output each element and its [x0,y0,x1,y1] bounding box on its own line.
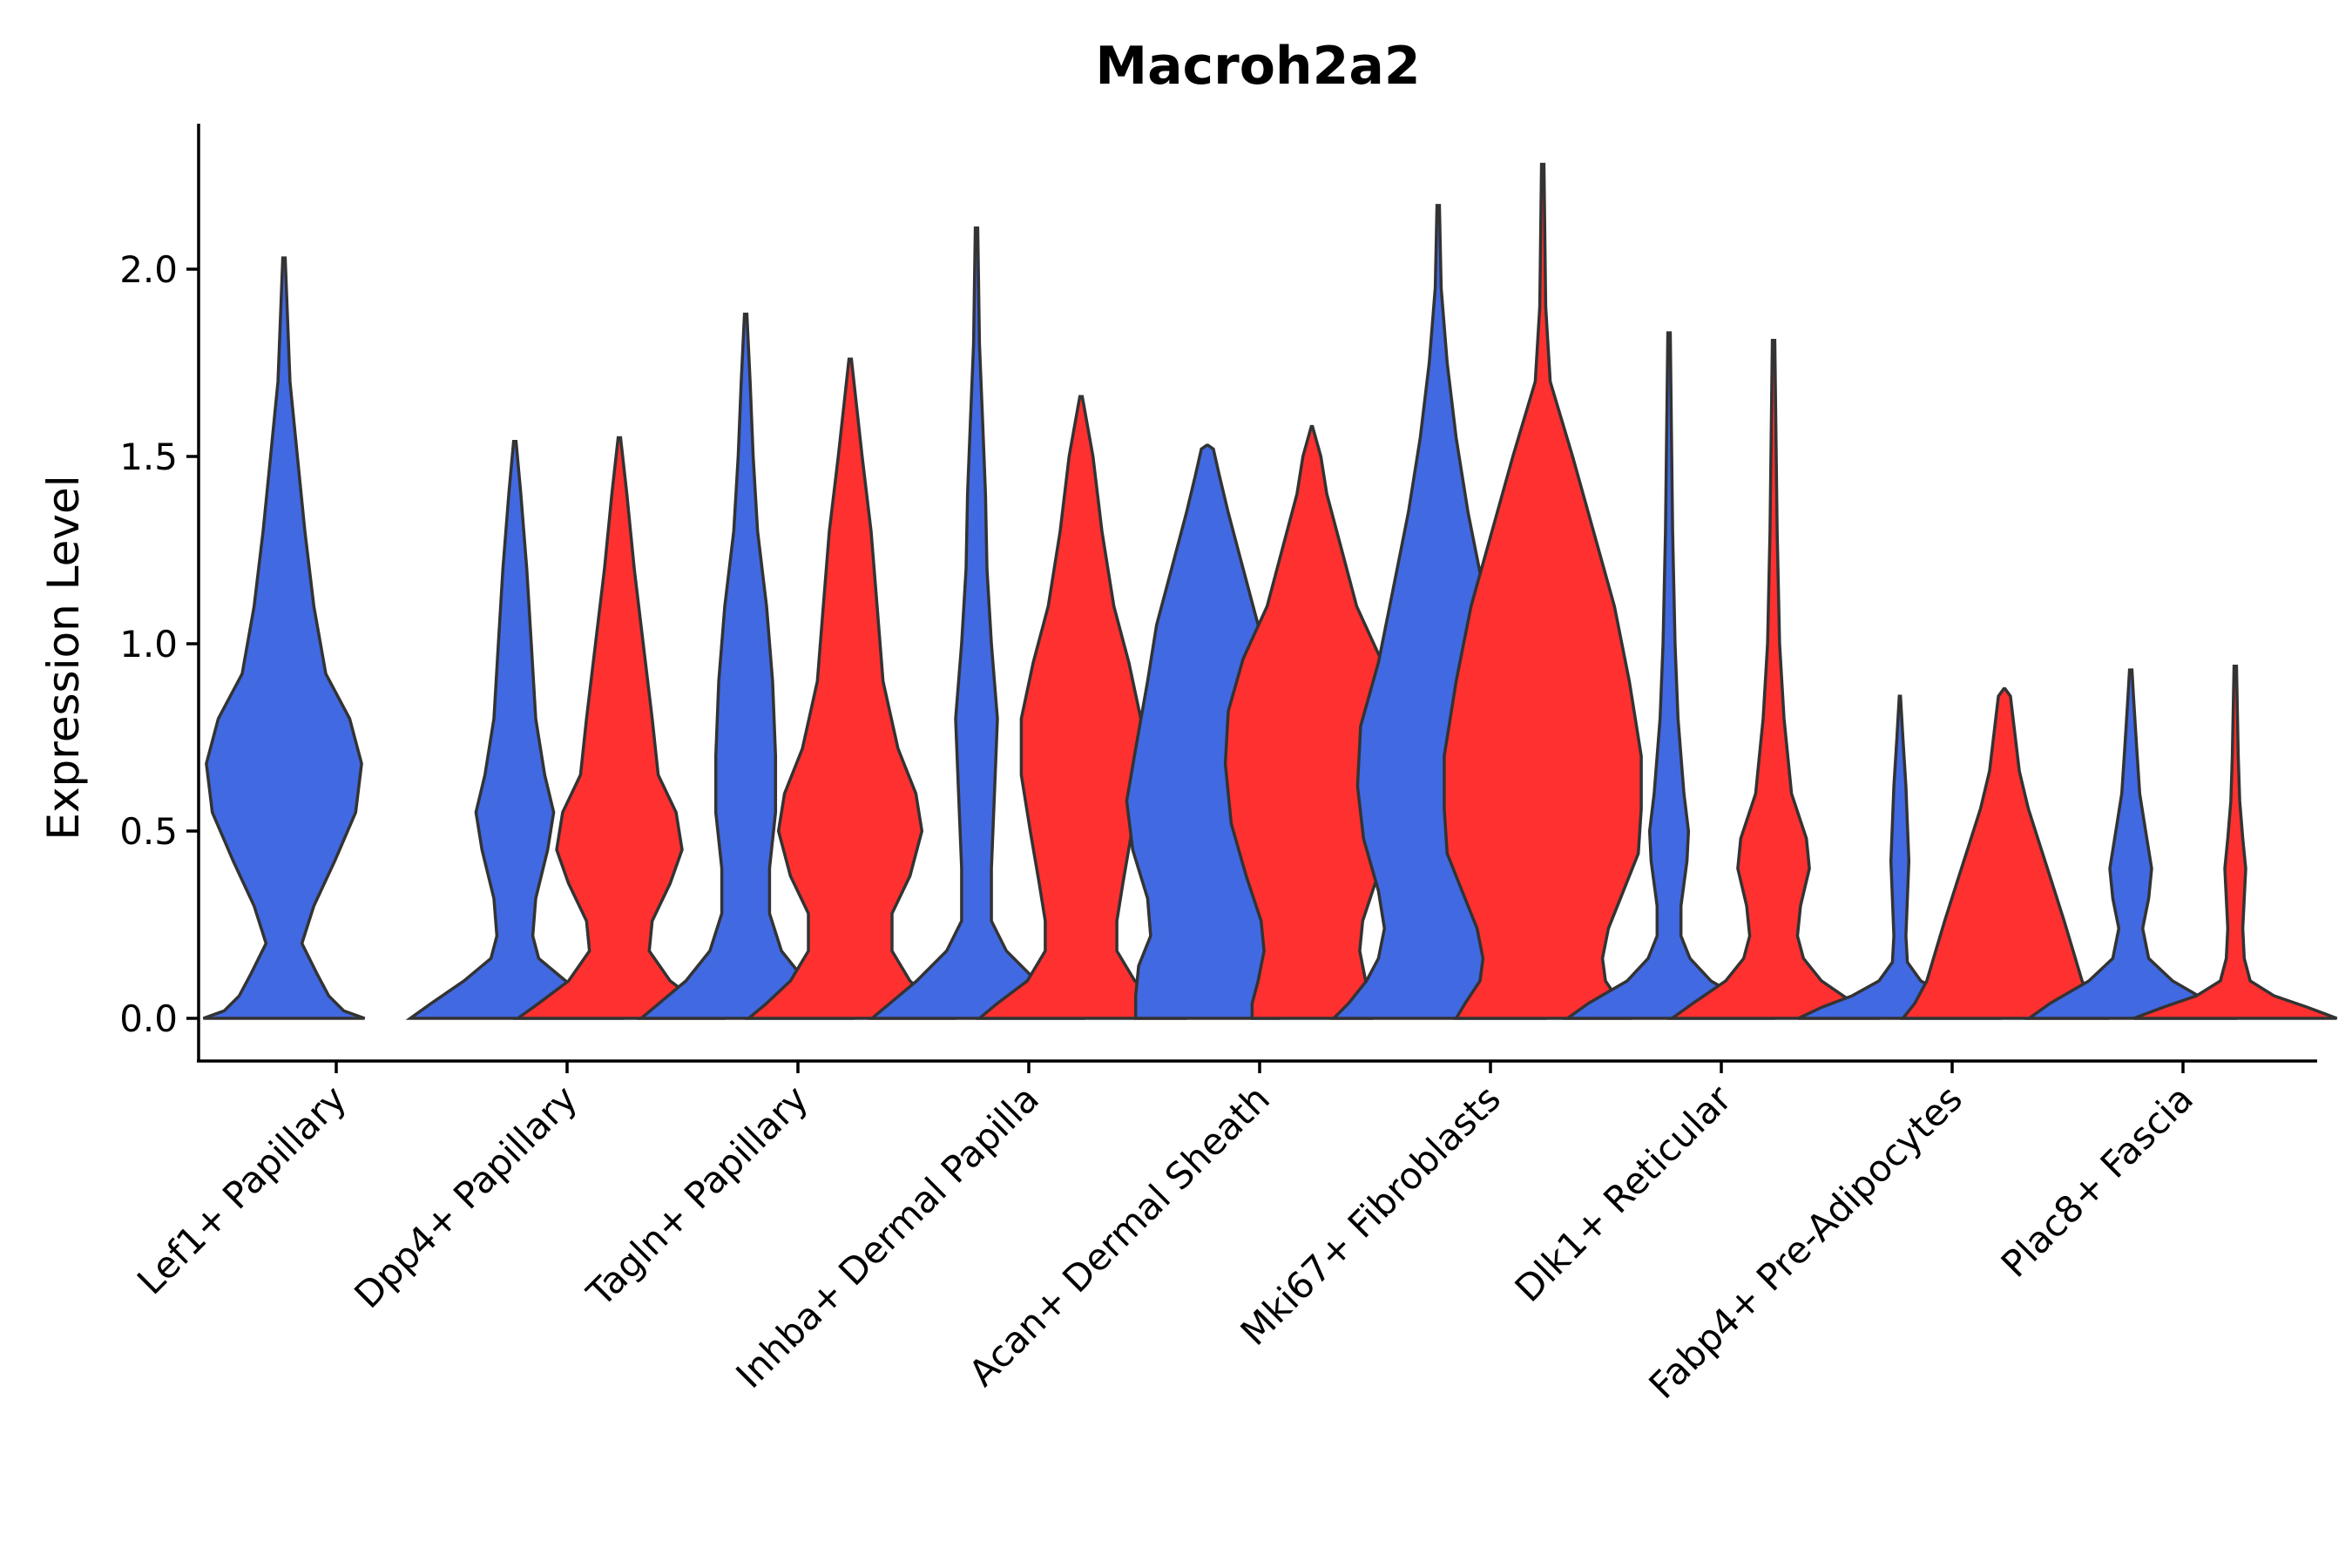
violin-tagln-papillary-split-0 [637,312,855,1020]
y-tick-label: 0.0 [119,997,178,1040]
y-tick-label: 2.0 [119,248,178,291]
violin-dlk1-reticular-split-1 [1666,338,1881,1020]
chart-title: Macroh2a2 [1095,36,1420,97]
y-tick-label: 1.0 [119,623,178,666]
violin-plac8-fascia-split-1 [2132,665,2338,1020]
violin-fabp4-pre-adipocytes-split-1 [1899,686,2110,1020]
x-tick-label: Tagln+ Papillary [578,1077,816,1315]
violin-lef1-papillary-split-0 [202,256,366,1020]
y-axis-ticks: 0.0 0.5 1.0 1.5 2.0 [119,248,199,1040]
x-tick-label: Dpp4+ Papillary [346,1077,585,1316]
y-axis-title: Expression Level [38,475,89,840]
violin-dlk1-reticular-split-0 [1562,331,1776,1020]
violin-dpp4-papillary-split-0 [405,440,625,1020]
violin-tagln-papillary-split-1 [744,357,956,1020]
violin-dpp4-papillary-split-1 [512,436,727,1020]
x-tick-label: Mki67+ Fibroblasts [1233,1077,1509,1353]
x-tick-label: Dlk1+ Reticular [1507,1077,1740,1310]
violin-mki67-fibroblasts-split-1 [1443,162,1643,1020]
y-tick-label: 0.5 [119,810,178,853]
x-tick-label: Lef1+ Papillary [129,1077,355,1302]
violin-inhba-dermal-papilla-split-0 [868,226,1085,1020]
y-tick-label: 1.5 [119,436,178,478]
violin-inhba-dermal-papilla-split-1 [975,395,1187,1020]
violin-plac8-fascia-split-0 [2024,668,2238,1020]
violin-fabp4-pre-adipocytes-split-0 [1797,694,2003,1020]
violin-series [202,162,2338,1020]
x-tick-label: Plac8+ Fascia [1993,1077,2201,1285]
